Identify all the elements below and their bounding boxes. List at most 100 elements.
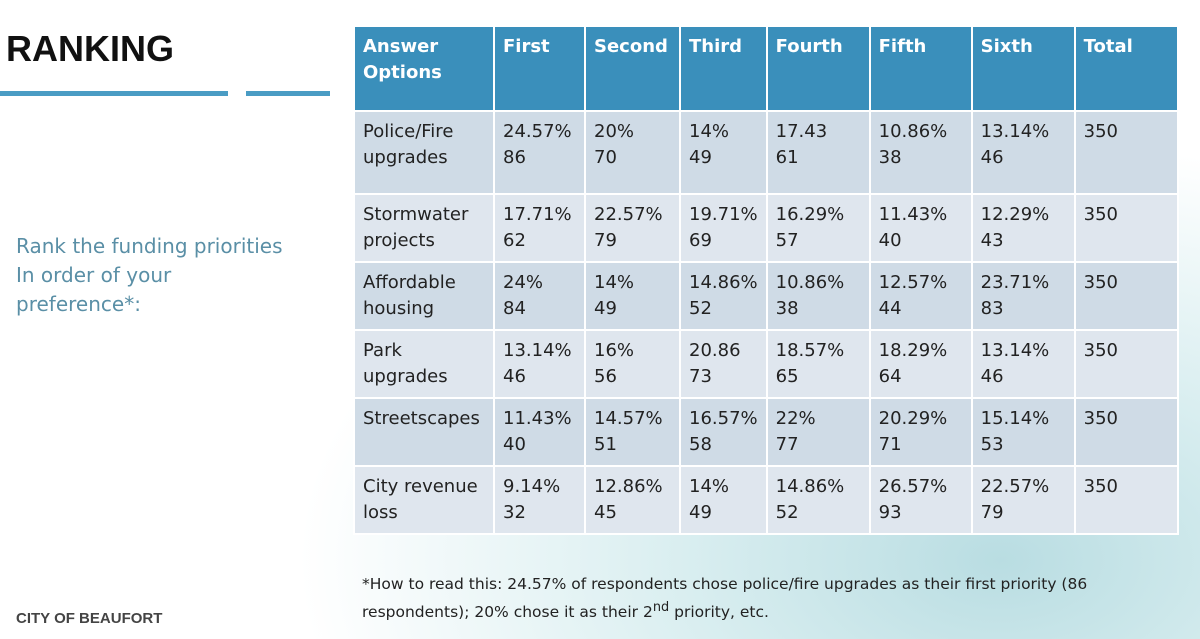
percent: 19.71% xyxy=(689,204,758,225)
percent: 16.29% xyxy=(775,204,845,225)
count: 83 xyxy=(980,298,1004,319)
total: 350 xyxy=(1073,193,1179,263)
table-row: Stormwater projects 17.71% 62 22.57% 79 19.71… xyxy=(353,193,1179,263)
header-cell: First xyxy=(493,25,586,112)
title-underline xyxy=(246,91,330,96)
cell: 16.29% 57 xyxy=(765,193,871,263)
cell: 16.57% 58 xyxy=(679,397,768,467)
count: 49 xyxy=(689,502,712,523)
percent: 16.57% xyxy=(689,408,758,429)
prompt-line: preference*: xyxy=(16,292,141,316)
row-label: City revenue loss xyxy=(353,465,495,535)
percent: 13.14% xyxy=(503,340,572,361)
table-row: Streetscapes 11.43% 40 14.57% 51 16.57% 58 22% 7… xyxy=(353,397,1179,467)
count: 79 xyxy=(594,230,617,251)
percent: 14.86% xyxy=(775,476,845,497)
count: 84 xyxy=(503,298,526,319)
header-cell: Third xyxy=(679,25,768,112)
count: 61 xyxy=(775,147,799,168)
count: 40 xyxy=(878,230,902,251)
percent: 18.29% xyxy=(878,340,948,361)
cell: 10.86% 38 xyxy=(868,110,973,195)
count: 40 xyxy=(503,434,526,455)
cell: 24% 84 xyxy=(493,261,586,331)
count: 46 xyxy=(980,147,1004,168)
total: 350 xyxy=(1073,465,1179,535)
percent: 14% xyxy=(689,121,730,142)
cell: 11.43% 40 xyxy=(493,397,586,467)
percent: 22% xyxy=(775,408,816,429)
count: 93 xyxy=(878,502,902,523)
footnote: *How to read this: 24.57% of respondents… xyxy=(362,573,1122,624)
cell: 17.43 61 xyxy=(765,110,871,195)
cell: 13.14% 46 xyxy=(970,110,1076,195)
count: 51 xyxy=(594,434,617,455)
count: 49 xyxy=(689,147,712,168)
count: 58 xyxy=(689,434,712,455)
header-cell: Answer Options xyxy=(353,25,495,112)
count: 86 xyxy=(503,147,526,168)
percent: 11.43% xyxy=(878,204,948,225)
table-row: Affordable housing 24% 84 14% 49 14.86% 52 10.8… xyxy=(353,261,1179,331)
cell: 14.86% 52 xyxy=(679,261,768,331)
count: 53 xyxy=(980,434,1004,455)
cell: 26.57% 93 xyxy=(868,465,973,535)
cell: 15.14% 53 xyxy=(970,397,1076,467)
total: 350 xyxy=(1073,329,1179,399)
percent: 23.71% xyxy=(980,272,1050,293)
footer: CITY OF BEAUFORT xyxy=(16,610,163,627)
cell: 16% 56 xyxy=(584,329,681,399)
header-cell: Fourth xyxy=(765,25,871,112)
count: 70 xyxy=(594,147,617,168)
count: 43 xyxy=(980,230,1004,251)
count: 64 xyxy=(878,366,902,387)
count: 57 xyxy=(775,230,799,251)
count: 38 xyxy=(775,298,799,319)
count: 52 xyxy=(689,298,712,319)
count: 77 xyxy=(775,434,799,455)
count: 44 xyxy=(878,298,902,319)
header-cell: Sixth xyxy=(970,25,1076,112)
cell: 23.71% 83 xyxy=(970,261,1076,331)
percent: 22.57% xyxy=(980,476,1050,497)
row-label: Streetscapes xyxy=(353,397,495,467)
percent: 17.71% xyxy=(503,204,572,225)
count: 46 xyxy=(503,366,526,387)
percent: 14% xyxy=(594,272,635,293)
percent: 12.86% xyxy=(594,476,663,497)
row-label: Stormwater projects xyxy=(353,193,495,263)
percent: 14% xyxy=(689,476,730,497)
cell: 17.71% 62 xyxy=(493,193,586,263)
cell: 14% 49 xyxy=(679,110,768,195)
total: 350 xyxy=(1073,110,1179,195)
cell: 14% 49 xyxy=(679,465,768,535)
count: 62 xyxy=(503,230,526,251)
percent: 13.14% xyxy=(980,121,1050,142)
count: 73 xyxy=(689,366,712,387)
cell: 9.14% 32 xyxy=(493,465,586,535)
count: 49 xyxy=(594,298,617,319)
cell: 12.29% 43 xyxy=(970,193,1076,263)
total: 350 xyxy=(1073,261,1179,331)
cell: 22.57% 79 xyxy=(970,465,1076,535)
percent: 13.14% xyxy=(980,340,1050,361)
prompt: Rank the funding priorities In order of … xyxy=(16,232,283,319)
footnote-sup: nd xyxy=(652,600,670,615)
percent: 16% xyxy=(594,340,635,361)
total: 350 xyxy=(1073,397,1179,467)
count: 71 xyxy=(878,434,902,455)
row-label: Affordable housing xyxy=(353,261,495,331)
percent: 14.86% xyxy=(689,272,758,293)
count: 46 xyxy=(980,366,1004,387)
cell: 13.14% 46 xyxy=(493,329,586,399)
percent: 12.57% xyxy=(878,272,948,293)
prompt-line: Rank the funding priorities xyxy=(16,234,283,258)
cell: 22.57% 79 xyxy=(584,193,681,263)
percent: 20% xyxy=(594,121,635,142)
cell: 19.71% 69 xyxy=(679,193,768,263)
cell: 18.57% 65 xyxy=(765,329,871,399)
cell: 12.86% 45 xyxy=(584,465,681,535)
count: 52 xyxy=(775,502,799,523)
count: 65 xyxy=(775,366,799,387)
title: RANKING xyxy=(6,28,174,69)
